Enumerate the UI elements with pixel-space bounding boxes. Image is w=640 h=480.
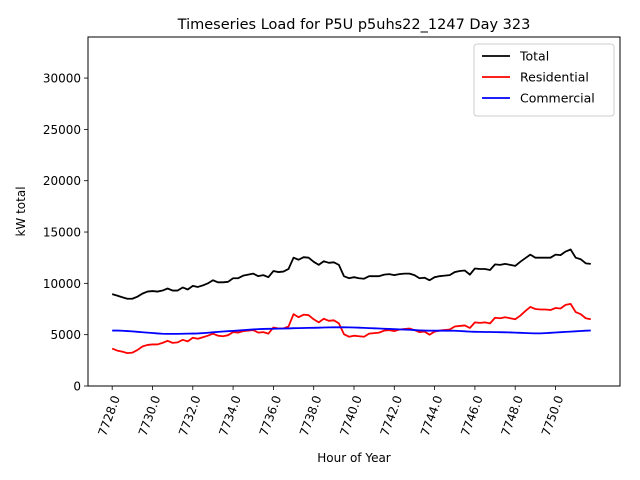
series-line-commercial (112, 326, 591, 335)
legend-label-residential: Residential (520, 70, 589, 85)
chart-title: Timeseries Load for P5U p5uhs22_1247 Day… (177, 17, 531, 33)
y-tick-label: 15000 (43, 226, 81, 240)
y-tick-label: 20000 (43, 174, 81, 188)
series-line-residential (111, 302, 591, 355)
legend: Total Residential Commercial (473, 43, 615, 117)
y-tick-label: 5000 (50, 328, 81, 342)
y-tick-label: 10000 (43, 277, 81, 291)
legend-label-total: Total (519, 49, 549, 64)
y-tick-label: 30000 (43, 72, 81, 86)
y-axis-label: kW total (14, 186, 28, 236)
series-line-total (111, 248, 591, 300)
series-lines (111, 248, 591, 355)
legend-label-commercial: Commercial (520, 91, 595, 106)
x-axis-label: Hour of Year (317, 451, 391, 465)
y-axis-ticks: 0 5000 10000 15000 20000 25000 30000 (43, 72, 88, 394)
y-tick-label: 0 (73, 380, 81, 394)
y-tick-label: 25000 (43, 123, 81, 137)
